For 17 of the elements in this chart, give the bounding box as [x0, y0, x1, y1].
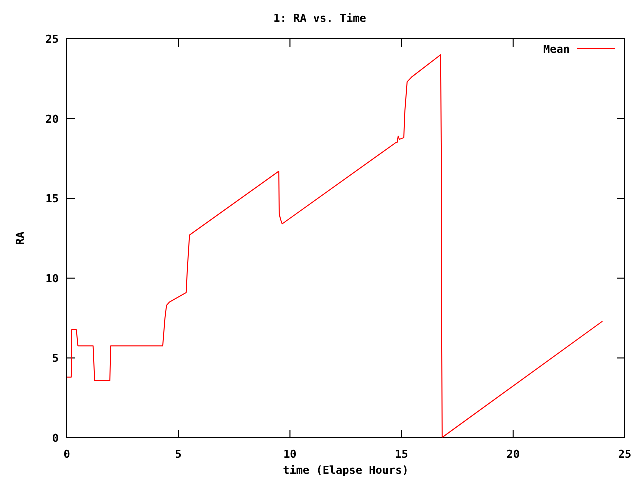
y-axis-title: RA [14, 232, 27, 246]
x-tick-label: 10 [284, 448, 297, 461]
x-tick-label: 15 [395, 448, 408, 461]
y-tick-label: 20 [46, 112, 59, 126]
x-axis-title: time (Elapse Hours) [283, 464, 409, 477]
x-tick-label: 25 [618, 448, 632, 461]
y-tick-label: 10 [46, 272, 59, 286]
y-tick-label: 15 [46, 192, 59, 206]
y-tick-label: 0 [52, 432, 59, 445]
legend-label: Mean [544, 43, 570, 56]
chart-title: 1: RA vs. Time [274, 12, 367, 25]
line-series [66, 54, 604, 438]
y-tick-label: 5 [52, 352, 59, 366]
x-tick-label: 5 [175, 448, 182, 461]
x-tick-label: 20 [506, 448, 520, 461]
y-tick-label: 25 [46, 33, 59, 46]
x-tick-label: 0 [64, 448, 70, 461]
